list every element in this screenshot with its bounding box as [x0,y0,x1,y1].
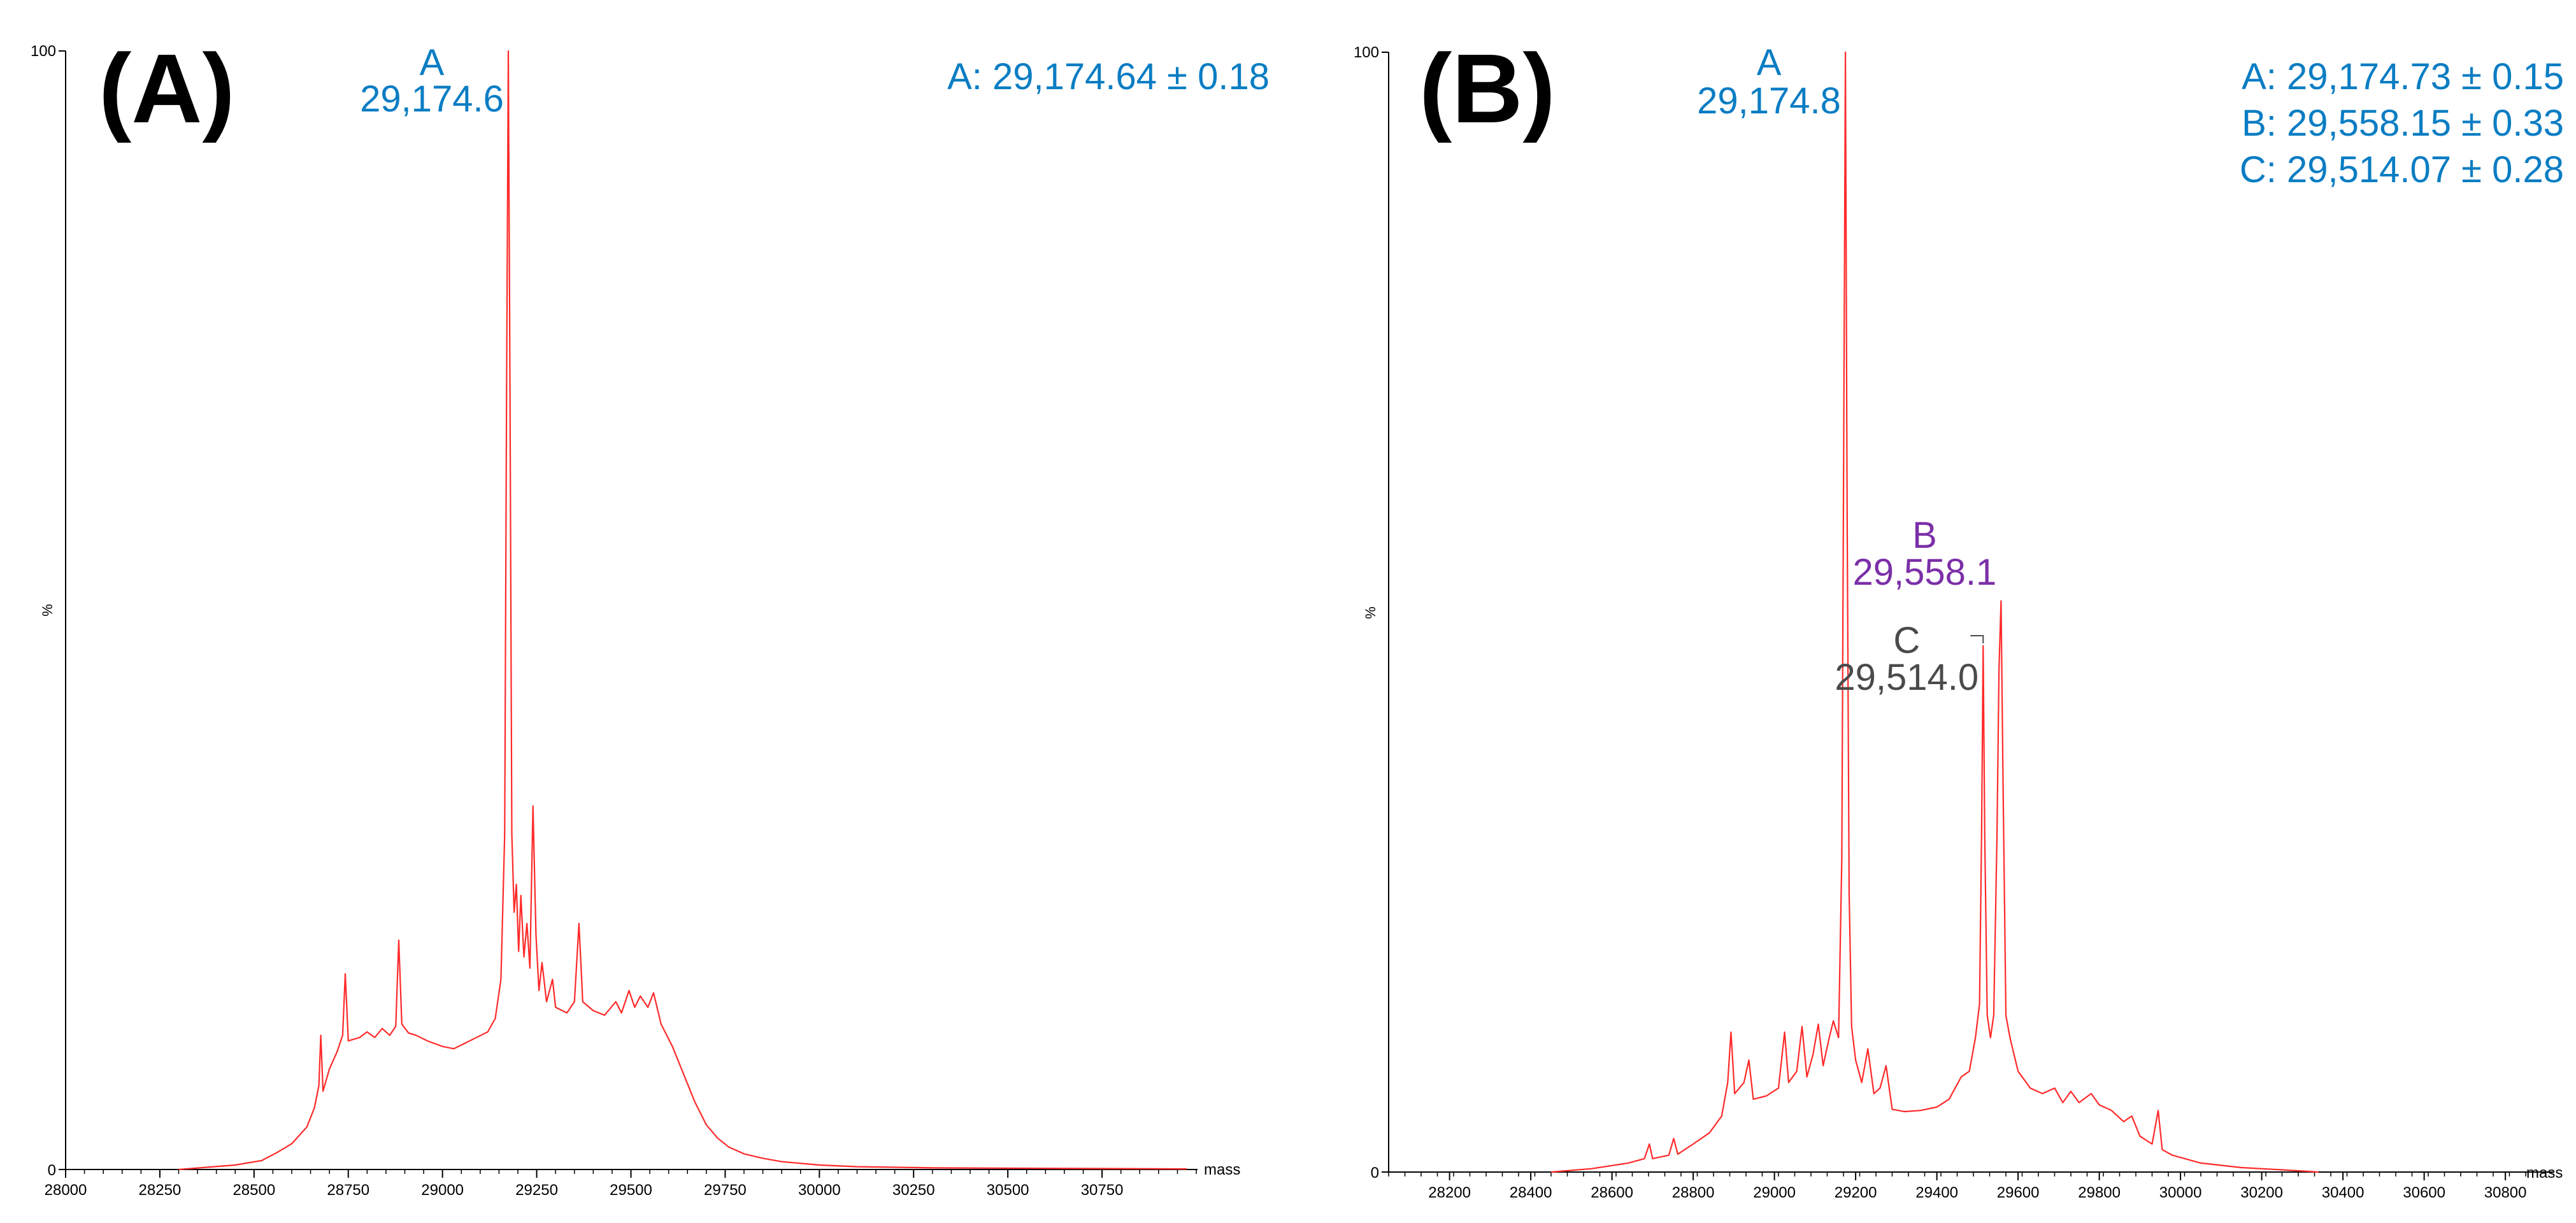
panel-a-xtick-label: 28750 [327,1182,369,1199]
panel-a-xtick-label: 29250 [515,1182,558,1199]
panel-a-ytick-100: 100 [31,43,56,60]
panel-b-xtick-label: 30800 [2484,1184,2527,1201]
panel-b: (B) 100 0 % 28200 28400 28600 28800 29000 292… [1354,34,2564,1201]
panel-a-stat-a: A: 29,174.64 ± 0.18 [947,56,1270,97]
panel-b-plot-area [1550,51,2319,1173]
panel-a-xlabel: mass [1204,1161,1240,1178]
panel-b-xtick-label: 28800 [1672,1184,1715,1201]
panel-b-xtick-label: 29000 [1753,1184,1796,1201]
panel-a-peak-a-mass: 29,174.6 [360,78,504,120]
panel-b-ytick-0: 0 [1371,1164,1379,1182]
panel-b-xtick-label: 29800 [2078,1184,2121,1201]
panel-a-x-axis: 28000 28250 28500 28750 29000 29250 29500 29750… [45,1161,1241,1199]
panel-b-peak-c-annotation: C 29,514.0 [1835,620,1979,698]
panel-b-peak-c-letter: C [1893,620,1920,661]
panel-a-major-ticks: 28000 28250 28500 28750 29000 29250 29500 29750… [45,1169,1124,1199]
panel-b-ylabel: % [1363,606,1378,619]
panel-a-xtick-label: 28500 [233,1182,275,1199]
panel-a-xtick-label: 30250 [892,1182,935,1199]
panel-a-y-axis: 100 0 % [31,43,66,1179]
panel-b-stat-a: A: 29,174.73 ± 0.15 [2242,56,2564,97]
panel-a-xtick-label: 29000 [421,1182,464,1199]
panel-b-xtick-label: 30000 [2159,1184,2202,1201]
panel-b-xlabel: mass [2526,1164,2563,1182]
panel-a-xtick-label: 30000 [798,1182,841,1199]
panel-b-xtick-label: 30400 [2322,1184,2365,1201]
panel-a-xtick-label: 29750 [704,1182,747,1199]
panel-a-minor-ticks [65,1169,1197,1174]
panel-a-plot-area [178,50,1187,1171]
panel-b-x-axis: 28200 28400 28600 28800 29000 29200 29400 29600… [1388,1164,2563,1201]
panel-b-peak-c-bracket [1970,635,1984,643]
panel-b-stat-c: C: 29,514.07 ± 0.28 [2240,149,2564,190]
panel-b-y-axis: 100 0 % [1354,44,1389,1182]
panel-a-peak-a-letter: A [420,42,445,83]
panel-b-xtick-label: 28400 [1510,1184,1552,1201]
panel-b-major-ticks: 28200 28400 28600 28800 29000 29200 29400 29600… [1428,1172,2527,1201]
panel-b-xtick-label: 30200 [2240,1184,2283,1201]
panel-b-peak-b-mass: 29,558.1 [1853,552,1997,593]
panel-b-peak-a-annotation: A 29,174.8 [1697,42,1841,122]
panel-b-ytick-100: 100 [1354,44,1379,61]
panel-b-xtick-label: 30600 [2403,1184,2445,1201]
panel-a: (A) 100 0 % 28000 28250 28500 28750 29000 292… [31,34,1270,1199]
panel-b-spectrum-line [1550,51,2319,1173]
panel-b-minor-ticks [1388,1172,2526,1177]
panel-a-xtick-label: 30750 [1081,1182,1124,1199]
panel-b-peak-b-annotation: B 29,558.1 [1853,515,1997,593]
panel-a-xtick-label: 28250 [139,1182,182,1199]
panel-b-peak-a-mass: 29,174.8 [1697,80,1841,122]
panel-b-xtick-label: 29600 [1997,1184,2040,1201]
panel-b-stat-b: B: 29,558.15 ± 0.33 [2242,103,2564,144]
panel-a-xtick-label: 30500 [987,1182,1029,1199]
panel-b-peak-b-letter: B [1912,515,1937,556]
panel-a-xtick-label: 28000 [45,1182,87,1199]
panel-b-xtick-label: 28200 [1428,1184,1471,1201]
panel-b-xtick-label: 29200 [1835,1184,1877,1201]
panel-a-label: (A) [99,34,235,143]
panel-b-xtick-label: 28600 [1591,1184,1633,1201]
panel-a-ylabel: % [39,604,55,617]
panel-a-xtick-label: 29500 [610,1182,652,1199]
panel-a-spectrum-line [178,50,1187,1171]
panel-a-ytick-0: 0 [48,1162,56,1179]
panel-b-peak-a-letter: A [1757,42,1782,83]
panel-b-label: (B) [1419,34,1556,143]
panel-b-peak-c-mass: 29,514.0 [1835,657,1979,698]
panel-b-xtick-label: 29400 [1915,1184,1958,1201]
panel-a-peak-a-annotation: A 29,174.6 [360,42,504,120]
